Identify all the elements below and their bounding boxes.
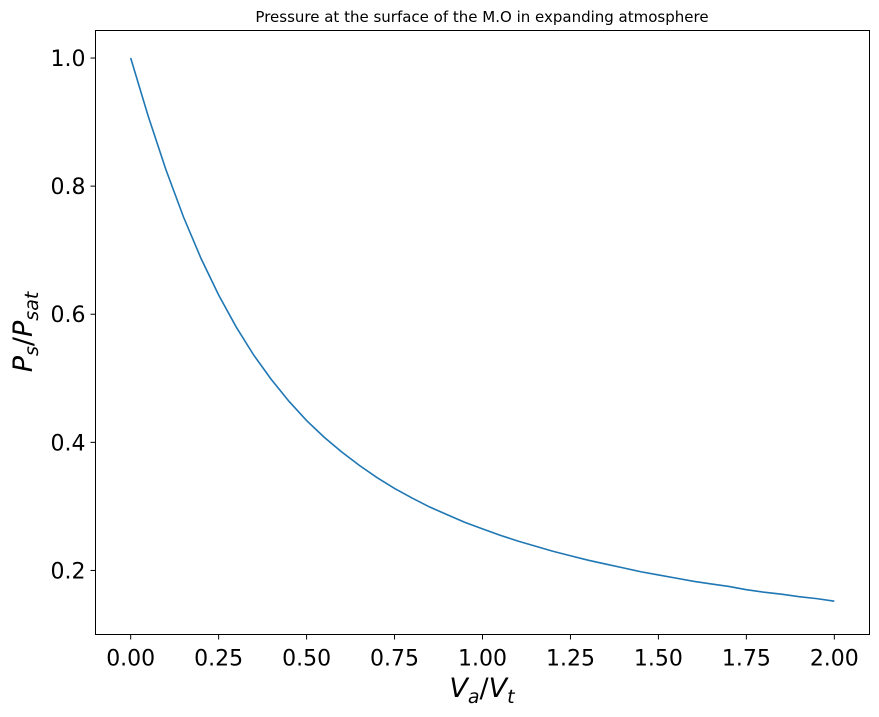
x-tick-label: 0.50 [282,647,331,672]
y-axis-label: Ps/Psat [8,290,43,372]
x-tick-label: 0.75 [370,647,419,672]
y-tick-label: 0.6 [51,303,86,328]
x-axis-ticks: 0.00 0.25 0.50 0.75 1.00 1.25 1.50 1.75 2.00 [106,634,859,672]
x-tick-label: 1.75 [722,647,771,672]
y-tick-label: 0.4 [51,431,86,456]
y-tick-label: 0.2 [51,559,86,584]
x-tick-label: 1.25 [546,647,595,672]
x-tick-label: 2.00 [810,647,859,672]
x-tick-label: 0.25 [194,647,243,672]
x-tick-label: 0.00 [106,647,155,672]
y-tick-label: 1.0 [51,47,86,72]
x-axis-label: Va/Vt [449,673,516,708]
y-axis-ticks: 0.2 0.4 0.6 0.8 1.0 [51,47,96,584]
x-tick-label: 1.00 [458,647,507,672]
plot-area: 0.00 0.25 0.50 0.75 1.00 1.25 1.50 1.75 2.00 0.2… [51,30,870,672]
chart-title: Pressure at the surface of the M.O in ex… [255,8,708,26]
y-tick-label: 0.8 [51,175,86,200]
series-line [129,57,835,602]
x-tick-label: 1.50 [634,647,683,672]
